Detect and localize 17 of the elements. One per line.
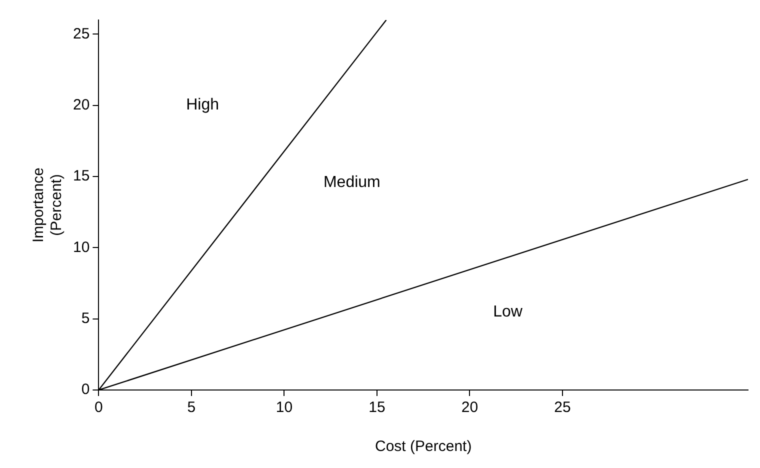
y-axis-title: Importance (Percent) [30,167,66,243]
y-tick-label: 0 [81,381,90,398]
annotation: Low [493,304,523,321]
x-tick-label: 25 [554,399,571,416]
x-tick-label: 0 [94,399,103,416]
y-tick-label: 15 [72,168,90,185]
x-tick-label: 20 [461,399,478,416]
annotation: Medium [323,174,380,192]
annotation: High [186,96,220,114]
y-tick-label: 20 [72,96,90,114]
y-tick-label: 5 [81,310,90,327]
x-tick-label: 10 [276,399,293,416]
x-tick-label: 15 [368,399,386,416]
x-tick-label: 5 [187,399,196,416]
y-tick-label: 10 [72,238,90,256]
y-tick-label: 25 [72,25,90,42]
x-axis-title: Cost (Percent) [374,438,472,456]
